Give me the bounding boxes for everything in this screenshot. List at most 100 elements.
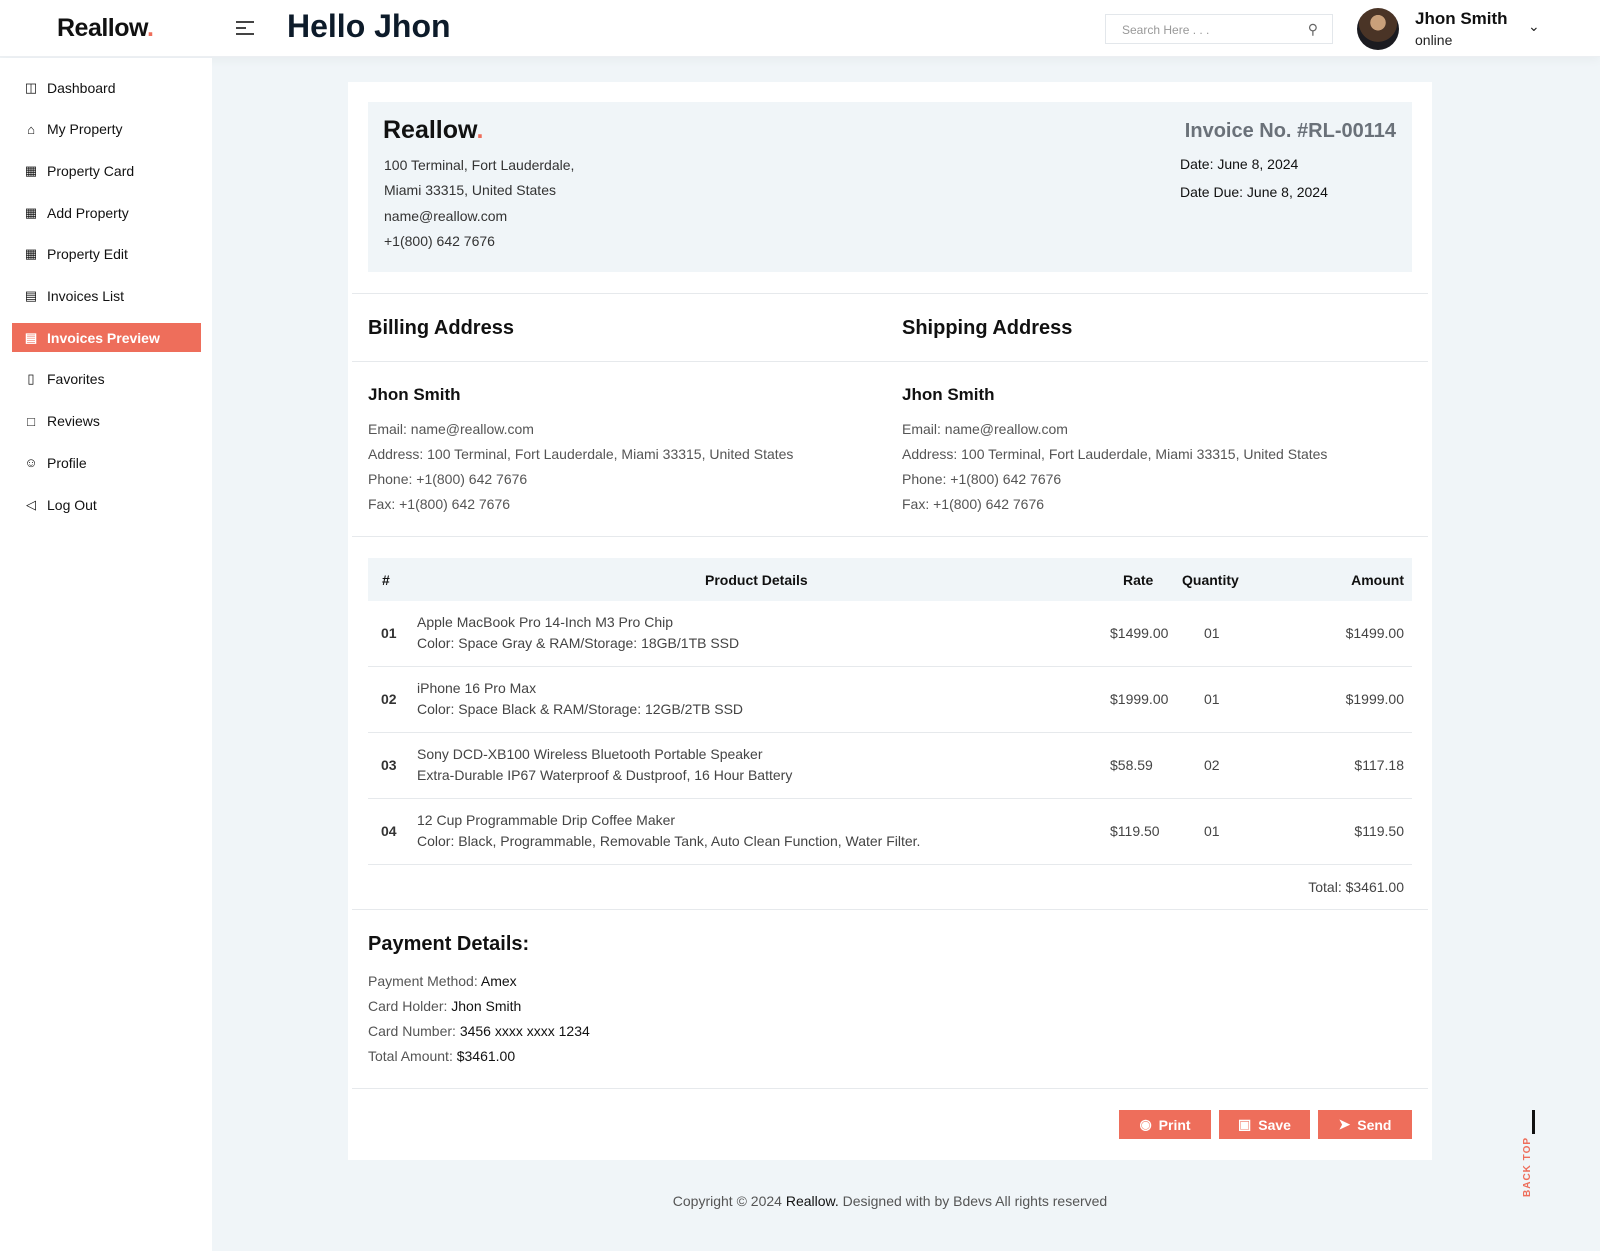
building-icon: ▦ [24,162,38,178]
buildings-icon: ⌂ [27,121,35,137]
eye-icon: ◉ [1139,1116,1152,1132]
cell-title: Apple MacBook Pro 14-Inch M3 Pro Chip [417,614,674,630]
invoice-number: Invoice No. #RL-00114 [1184,120,1396,142]
search-icon[interactable]: ⚲ [1307,21,1318,37]
cell-rate: $58.59 [1110,757,1153,773]
back-top-bar[interactable] [1532,1110,1535,1134]
cell-num: 03 [381,757,397,773]
sidebar-item-reviews[interactable]: □ Reviews [12,407,201,436]
send-icon: ➤ [1338,1116,1351,1132]
sidebar-item-label: Dashboard [47,79,116,96]
divider [352,293,1428,294]
divider [352,536,1428,537]
sidebar-item-my-property[interactable]: ⌂ My Property [12,115,201,144]
sidebar-item-property-edit[interactable]: ▦ Property Edit [12,240,201,269]
cell-amount: $119.50 [1354,823,1404,839]
logout-icon: ◁ [26,496,36,512]
divider [352,909,1428,910]
user-name[interactable]: Jhon Smith [1415,9,1508,28]
invoice-due-date: Date Due: June 8, 2024 [1180,184,1328,200]
sidebar-item-log-out[interactable]: ◁ Log Out [12,490,201,519]
cell-title: iPhone 16 Pro Max [417,680,537,696]
billing-heading: Billing Address [368,317,514,339]
company-address-line2: Miami 33315, United States [384,182,556,198]
invoice-total: Total: $3461.00 [1308,879,1404,895]
sidebar-item-add-property[interactable]: ▦ Add Property [12,198,201,227]
table-row: 03 Sony DCD-XB100 Wireless Bluetooth Port… [368,733,1412,799]
sidebar-item-label: My Property [47,121,123,138]
shipping-email: Email: name@reallow.com [902,421,1068,437]
company-phone: +1(800) 642 7676 [384,233,495,249]
invoice-logo: Reallow. [383,116,484,144]
sidebar-item-label: Reviews [47,413,100,430]
cell-title: 12 Cup Programmable Drip Coffee Maker [417,812,676,828]
sidebar-item-label: Favorites [47,371,105,388]
sidebar-item-label: Add Property [47,204,129,221]
cell-detail: Extra-Durable IP67 Waterproof & Dustproo… [417,767,793,783]
shipping-fax: Fax: +1(800) 642 7676 [902,496,1045,512]
col-amount: Amount [1351,572,1404,588]
cell-num: 04 [381,823,397,839]
cell-qty: 01 [1204,691,1220,707]
sidebar-item-label: Property Edit [47,246,128,263]
search-input[interactable]: Search Here . . . ⚲ [1105,14,1333,44]
logo[interactable]: Reallow. [57,14,154,42]
sidebar-item-label: Log Out [47,496,97,513]
payment-method: Payment Method: Amex [368,973,517,989]
cell-qty: 02 [1204,757,1220,773]
sidebar-item-property-card[interactable]: ▦ Property Card [12,156,201,185]
bookmark-icon: ▯ [27,371,35,387]
sidebar-item-label: Property Card [47,162,135,179]
cell-amount: $1499.00 [1345,625,1404,641]
sidebar-item-invoices-list[interactable]: ▤ Invoices List [12,282,201,311]
print-button[interactable]: ◉ Print [1119,1110,1211,1139]
cell-detail: Color: Black, Programmable, Removable Ta… [417,833,921,849]
cell-rate: $1999.00 [1110,691,1169,707]
divider [352,1088,1428,1089]
total-amount: Total Amount: $3461.00 [368,1048,516,1064]
avatar[interactable] [1357,8,1399,50]
card-number: Card Number: 3456 xxxx xxxx 1234 [368,1023,590,1039]
shipping-phone: Phone: +1(800) 642 7676 [902,471,1062,487]
menu-toggle-icon[interactable] [236,21,254,36]
top-bar: Reallow. Hello Jhon Search Here . . . ⚲ J… [0,0,1600,57]
table-row: 04 12 Cup Programmable Drip Coffee Maker C… [368,799,1412,865]
message-icon: □ [27,413,35,429]
sidebar-item-label: Invoices List [47,288,125,304]
billing-phone: Phone: +1(800) 642 7676 [368,471,528,487]
sidebar-item-dashboard[interactable]: ◫ Dashboard [12,73,201,102]
footer: Copyright © 2024 Reallow. Designed with … [672,1193,1108,1209]
sidebar: ◫ Dashboard ⌂ My Property ▦ Property Card ▦ Add… [0,58,212,1251]
document-icon: ▤ [24,288,38,303]
user-status: online [1415,32,1453,48]
cell-amount: $1999.00 [1345,691,1404,707]
chevron-down-icon[interactable]: ⌄ [1528,18,1540,34]
company-email: name@reallow.com [384,208,508,224]
divider [352,361,1428,362]
shipping-name: Jhon Smith [902,385,995,404]
shipping-heading: Shipping Address [902,317,1073,339]
send-button[interactable]: ➤ Send [1318,1110,1412,1139]
page-title: Hello Jhon [287,8,451,44]
shipping-address: Address: 100 Terminal, Fort Lauderdale, … [902,446,1328,462]
save-button[interactable]: ▣ Save [1219,1110,1310,1139]
cell-detail: Color: Space Black & RAM/Storage: 12GB/2… [417,701,744,717]
sidebar-item-invoices-preview[interactable]: ▤ Invoices Preview [12,323,201,353]
sidebar-item-profile[interactable]: ☺ Profile [12,448,201,477]
receipt-icon: ▤ [24,329,38,345]
col-quantity: Quantity [1182,572,1239,588]
billing-name: Jhon Smith [368,385,461,404]
card-holder: Card Holder: Jhon Smith [368,998,522,1014]
sidebar-item-favorites[interactable]: ▯ Favorites [12,365,201,394]
table-row: 02 iPhone 16 Pro Max Color: Space Black & … [368,667,1412,733]
invoice-header: Reallow. 100 Terminal, Fort Lauderdale, … [368,102,1412,272]
save-icon: ▣ [1238,1116,1252,1132]
back-top-button[interactable]: BACK TOP [1522,1136,1533,1197]
building-add-icon: ▦ [24,204,38,220]
building-edit-icon: ▦ [24,246,38,262]
sidebar-item-label: Profile [47,454,87,471]
cell-num: 01 [381,625,397,641]
sidebar-item-label: Invoices Preview [47,329,160,346]
cell-rate: $1499.00 [1110,625,1169,641]
billing-email: Email: name@reallow.com [368,421,534,437]
